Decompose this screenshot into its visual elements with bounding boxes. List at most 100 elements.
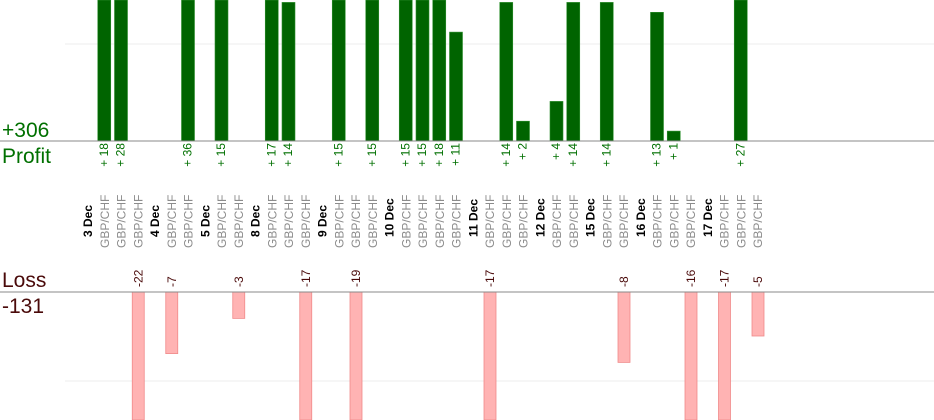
pair-label: GBP/CHF — [215, 195, 229, 248]
loss-bar — [232, 291, 246, 319]
profit-value-label: + 18 — [97, 143, 111, 167]
date-label: 3 Dec — [81, 205, 95, 237]
pair-label: GBP/CHF — [734, 195, 748, 248]
profit-value-label: + 13 — [650, 143, 664, 167]
loss-bar — [751, 291, 765, 337]
loss-label: Loss — [2, 269, 46, 292]
profit-value-label: + 15 — [415, 143, 429, 167]
pair-label: GBP/CHF — [483, 195, 497, 248]
profit-bar — [599, 2, 614, 142]
date-label: 11 Dec — [466, 199, 480, 237]
loss-value-label: -8 — [617, 276, 631, 287]
loss-bar — [718, 291, 731, 420]
loss-value-label: -17 — [718, 269, 732, 287]
profit-value-label: + 15 — [331, 143, 345, 167]
profit-bar — [415, 0, 430, 142]
pair-label: GBP/CHF — [617, 195, 631, 248]
profit-bar — [214, 0, 229, 142]
profit-bar — [365, 0, 380, 142]
pair-label: GBP/CHF — [131, 195, 145, 248]
loss-value-label: -22 — [131, 269, 145, 287]
pair-label: GBP/CHF — [600, 195, 614, 248]
pair-label: GBP/CHF — [349, 195, 363, 248]
pair-label: GBP/CHF — [165, 195, 179, 248]
profit-bar — [449, 31, 463, 142]
profit-value-label: + 27 — [733, 143, 747, 167]
date-label: 9 Dec — [316, 205, 330, 237]
date-label: 10 Dec — [383, 198, 397, 237]
pair-label: GBP/CHF — [751, 195, 765, 248]
loss-bar — [349, 291, 363, 420]
profit-value-label: + 4 — [549, 143, 563, 160]
pair-label: GBP/CHF — [299, 195, 313, 248]
profit-bar — [499, 2, 514, 142]
pair-label: GBP/CHF — [718, 195, 732, 248]
profit-total: +306 — [2, 119, 49, 142]
pair-label: GBP/CHF — [399, 195, 413, 248]
profit-label: Profit — [2, 145, 51, 168]
pair-label: GBP/CHF — [433, 195, 447, 248]
profit-bar — [398, 0, 413, 142]
profit-bar — [331, 0, 346, 142]
pair-label: GBP/CHF — [667, 195, 681, 248]
pair-label: GBP/CHF — [265, 195, 279, 248]
profit-bar — [666, 130, 681, 142]
profit-bar — [181, 0, 195, 142]
profit-value-label: + 2 — [516, 143, 530, 160]
date-label: 15 Dec — [584, 198, 598, 237]
date-label: 4 Dec — [148, 205, 162, 237]
profit-value-label: + 17 — [264, 143, 278, 167]
loss-bar — [483, 291, 497, 420]
loss-bar — [131, 291, 145, 420]
profit-value-label: + 28 — [114, 143, 128, 167]
profit-bar — [549, 101, 564, 142]
date-label: 17 Dec — [701, 198, 715, 237]
profit-value-label: + 15 — [214, 143, 228, 167]
loss-bar — [684, 291, 698, 420]
profit-value-label: + 18 — [432, 143, 446, 167]
loss-value-label: -7 — [165, 276, 179, 287]
loss-value-label: -5 — [751, 276, 765, 287]
profit-value-label: + 11 — [449, 143, 463, 166]
profit-value-label: + 15 — [365, 143, 379, 167]
pair-label: GBP/CHF — [366, 195, 380, 248]
pair-label: GBP/CHF — [232, 195, 246, 248]
pair-label: GBP/CHF — [182, 195, 196, 248]
pair-label: GBP/CHF — [684, 195, 698, 248]
loss-value-label: -16 — [684, 269, 698, 287]
profit-value-label: + 36 — [181, 143, 195, 167]
pair-label: GBP/CHF — [550, 195, 564, 248]
pair-label: GBP/CHF — [98, 195, 112, 248]
profit-value-label: + 14 — [599, 143, 613, 167]
profit-value-label: + 1 — [666, 143, 680, 160]
date-label: 5 Dec — [198, 205, 212, 237]
loss-bar — [617, 291, 631, 363]
date-label: 16 Dec — [634, 198, 648, 237]
profit-bar — [114, 0, 128, 142]
profit-bar — [264, 0, 279, 142]
pair-label: GBP/CHF — [517, 195, 531, 248]
pair-label: GBP/CHF — [282, 195, 296, 248]
pair-label: GBP/CHF — [416, 195, 430, 248]
profit-bar — [432, 0, 447, 142]
profit-bar — [650, 12, 664, 142]
profit-bar — [566, 2, 581, 142]
loss-total: -131 — [2, 295, 44, 318]
profit-bar — [281, 2, 296, 142]
profit-value-label: + 14 — [566, 143, 580, 167]
profit-value-label: + 14 — [281, 143, 295, 167]
loss-bar — [299, 291, 313, 420]
profit-value-label: + 14 — [499, 143, 513, 167]
loss-value-label: -19 — [349, 269, 363, 287]
pair-label: GBP/CHF — [500, 195, 514, 248]
profit-value-label: + 15 — [398, 143, 412, 167]
loss-value-label: -17 — [483, 269, 497, 287]
pair-label: GBP/CHF — [450, 195, 464, 248]
pair-label: GBP/CHF — [651, 195, 665, 248]
profit-bar — [733, 0, 748, 142]
loss-bar — [165, 291, 179, 354]
date-label: 12 Dec — [533, 198, 547, 237]
loss-value-label: -17 — [299, 269, 313, 287]
pair-label: GBP/CHF — [332, 195, 346, 248]
